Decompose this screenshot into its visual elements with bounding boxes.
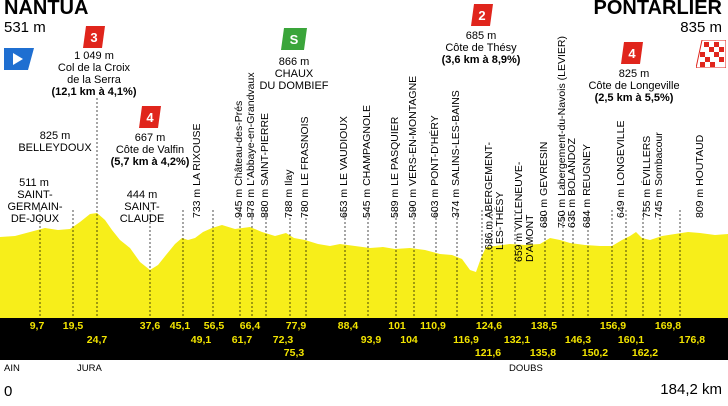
climb-1-name: Col de la Croix de la Serra xyxy=(57,62,131,86)
km-marker: 176,8 xyxy=(678,334,706,346)
place-belleydoux-name: BELLEYDOUX xyxy=(18,142,92,154)
profile-area xyxy=(0,213,728,318)
place-label-vertical: 684 m REUGNEY xyxy=(581,143,593,228)
svg-text:2: 2 xyxy=(478,8,485,23)
start-name: NANTUA xyxy=(4,0,89,19)
climb-3-alt: 685 m xyxy=(465,30,497,42)
km-marker: 156,9 xyxy=(599,320,627,332)
km-marker: 75,3 xyxy=(283,347,305,359)
place-saint-claude-name: SAINT- CLAUDE xyxy=(119,201,165,225)
place-label-vertical: 733 m LA RIXOUSE xyxy=(191,123,203,218)
svg-text:3: 3 xyxy=(90,30,97,45)
km-marker: 104 xyxy=(400,334,418,346)
place-label-vertical: 809 m HOUTAUD xyxy=(694,134,706,218)
km-marker: 121,6 xyxy=(474,347,502,359)
region-ain: AIN xyxy=(4,363,20,374)
place-label-vertical: 878 m L'Abbaye-en-Grandvaux xyxy=(245,72,257,218)
place-label-vertical: 589 m LE PASQUIER xyxy=(389,116,401,218)
km-marker: 9,7 xyxy=(29,320,45,332)
km-marker: 88,4 xyxy=(337,320,359,332)
km-marker: 146,3 xyxy=(564,334,592,346)
place-label-vertical: 680 m GEVRESIN xyxy=(538,141,550,228)
km-marker: 162,2 xyxy=(631,347,659,359)
km-marker: 61,7 xyxy=(231,334,253,346)
finish-altitude: 835 m xyxy=(680,19,722,36)
climb-flag-cat4-icon: 4 xyxy=(139,106,161,128)
km-marker: 72,3 xyxy=(272,334,294,346)
region-doubs: DOUBS xyxy=(509,363,543,374)
sprint-name: CHAUX DU DOMBIEF xyxy=(259,68,329,92)
climb-flag-cat4-icon: 4 xyxy=(621,42,643,64)
place-label-vertical: 659 m VILLENEUVE- D'AMONT xyxy=(513,161,536,262)
place-saint-germain-name: SAINT- GERMAIN- DE-JOUX xyxy=(7,189,63,225)
km-marker: 160,1 xyxy=(617,334,645,346)
place-label-vertical: 649 m LONGEVILLE xyxy=(615,120,627,218)
km-marker: 45,1 xyxy=(169,320,191,332)
region-jura: JURA xyxy=(77,363,102,374)
place-label-vertical: 945 m Château-des-Prés xyxy=(233,100,245,218)
km-marker: 49,1 xyxy=(190,334,212,346)
climb-3-detail: (3,6 km à 8,9%) xyxy=(441,54,521,66)
place-saint-germain-alt: 511 m xyxy=(19,177,49,189)
sprint-flag-icon: S xyxy=(281,28,307,50)
km-marker: 56,5 xyxy=(203,320,225,332)
start-km: 0 xyxy=(4,383,13,400)
climb-2-name: Côte de Valfin xyxy=(115,144,185,156)
start-flag-icon xyxy=(4,48,34,70)
place-label-vertical: 653 m LE VAUDIOUX xyxy=(338,116,350,218)
place-label-vertical: 745 m Sombacour xyxy=(653,132,665,218)
climb-flag-cat3-icon: 3 xyxy=(83,26,105,48)
place-belleydoux-alt: 825 m xyxy=(39,130,71,142)
place-label-vertical: 780 m LE FRASNOIS xyxy=(299,116,311,218)
km-marker: 110,9 xyxy=(420,320,446,332)
climb-flag-cat2-icon: 2 xyxy=(471,4,493,26)
svg-text:4: 4 xyxy=(628,46,636,61)
climb-3-name: Côte de Thésy xyxy=(445,42,517,54)
climb-1-detail: (12,1 km à 4,1%) xyxy=(51,86,137,98)
svg-text:4: 4 xyxy=(146,110,154,125)
place-label-vertical: 686 m ABERGEMENT- LES-THÉSY xyxy=(483,142,506,250)
svg-text:S: S xyxy=(290,32,299,47)
km-marker: 150,2 xyxy=(581,347,609,359)
place-label-vertical: 590 m VERS-EN-MONTAGNE xyxy=(407,75,419,218)
place-label-vertical: 755 m ÉVILLERS xyxy=(641,135,653,218)
finish-km: 184,2 km xyxy=(660,381,722,398)
finish-name: PONTARLIER xyxy=(593,0,722,19)
place-label-vertical: 374 m SALINS-LES-BAINS xyxy=(450,90,462,218)
climb-4-name: Côte de Longeville xyxy=(588,80,680,92)
km-marker: 19,5 xyxy=(62,320,84,332)
place-label-vertical: 788 m Ilay xyxy=(283,169,295,218)
km-marker: 124,6 xyxy=(475,320,503,332)
km-marker: 132,1 xyxy=(503,334,531,346)
km-marker: 138,5 xyxy=(530,320,558,332)
finish-flag-icon xyxy=(696,40,726,68)
km-marker: 37,6 xyxy=(139,320,161,332)
km-band xyxy=(0,318,728,360)
km-marker: 24,7 xyxy=(86,334,108,346)
km-marker: 135,8 xyxy=(529,347,557,359)
place-label-vertical: 635 m BOLANDOZ xyxy=(566,138,578,228)
km-marker: 116,9 xyxy=(453,334,479,346)
place-label-vertical: 603 m PONT-D'HÉRY xyxy=(429,115,441,218)
climb-1-alt: 1 049 m xyxy=(74,50,114,62)
climb-2-detail: (5,7 km à 4,2%) xyxy=(110,156,190,168)
km-marker: 93,9 xyxy=(360,334,382,346)
km-marker: 101 xyxy=(388,320,406,332)
km-marker: 169,8 xyxy=(654,320,682,332)
sprint-alt: 866 m xyxy=(278,56,310,68)
climb-2-alt: 667 m xyxy=(134,132,166,144)
place-label-vertical: 880 m SAINT-PIERRE xyxy=(259,112,271,218)
start-altitude: 531 m xyxy=(4,19,46,36)
km-marker: 77,9 xyxy=(285,320,307,332)
km-marker: 66,4 xyxy=(239,320,261,332)
place-label-vertical: 545 m CHAMPAGNOLE xyxy=(361,104,373,218)
climb-4-detail: (2,5 km à 5,5%) xyxy=(594,92,674,104)
place-saint-claude-alt: 444 m xyxy=(126,189,158,201)
climb-4-alt: 825 m xyxy=(618,68,650,80)
